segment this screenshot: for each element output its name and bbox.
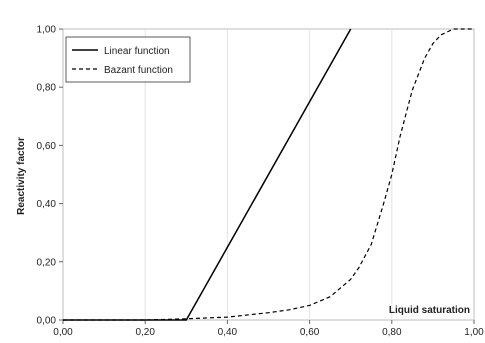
series-line-linear (63, 28, 352, 321)
x-tick-label: 0,00 (53, 327, 73, 338)
x-axis-ticks: 0,00 0,20 0,40 0,60 0,80 1,00 (53, 320, 484, 338)
y-tick-label: 0,80 (37, 83, 57, 94)
y-tick-label: 0,00 (37, 316, 57, 327)
x-tick-label: 0,60 (300, 327, 320, 338)
x-tick-label: 0,20 (135, 327, 155, 338)
legend-box (65, 36, 191, 83)
legend-label-bazant: Bazant function (104, 65, 173, 76)
y-axis-title: Reactivity factor (16, 137, 27, 215)
series-layer (63, 28, 474, 321)
legend-label-linear: Linear function (104, 46, 170, 57)
series-line-bazant (63, 28, 474, 321)
x-axis-title: Liquid saturation (389, 305, 470, 316)
y-tick-label: 0,60 (37, 141, 57, 152)
y-tick-label: 0,40 (37, 199, 57, 210)
x-tick-label: 0,80 (382, 327, 402, 338)
y-tick-label: 1,00 (37, 25, 57, 36)
x-tick-label: 1,00 (464, 327, 484, 338)
y-tick-label: 0,20 (37, 257, 57, 268)
legend: Linear function Bazant function (65, 36, 191, 83)
y-axis-ticks: 0,00 0,20 0,40 0,60 0,80 1,00 (37, 25, 63, 327)
x-tick-label: 0,40 (218, 327, 238, 338)
